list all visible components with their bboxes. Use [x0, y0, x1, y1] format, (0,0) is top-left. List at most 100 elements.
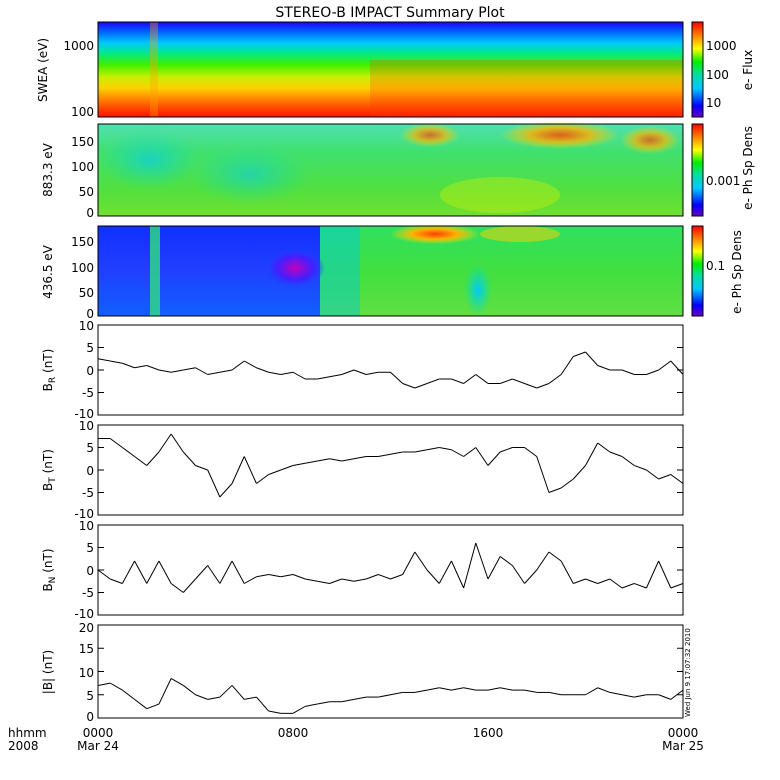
br-line-segment	[146, 365, 160, 371]
bt-ylabel: BT (nT)	[41, 449, 58, 491]
bt-panel: BT (nT) 10 5 0 -5 -10	[41, 419, 684, 521]
bmag-line-segment	[158, 678, 172, 705]
br-line-segment	[475, 374, 489, 384]
br-ytick-5: 5	[86, 341, 94, 355]
bmag-line-segment	[500, 687, 513, 691]
bn-line-segment	[560, 560, 574, 584]
swea-ytick-100: 100	[71, 105, 94, 119]
bt-line-segment	[487, 451, 501, 466]
bn-line-segment	[390, 574, 403, 580]
pad883-panel: 883.3 eV 150 100 50 0 0.001 e- Ph Sp Den…	[41, 121, 755, 220]
bt-line-segment	[158, 433, 172, 453]
pad883-ytick-100: 100	[71, 160, 94, 174]
br-line-segment	[207, 371, 220, 375]
bn-line-segment	[280, 574, 294, 578]
time-date-0: Mar 24	[77, 739, 119, 753]
br-ytick-m10: -10	[74, 407, 94, 421]
bn-line-segment	[645, 560, 660, 589]
swea-cbar-tick-10: 10	[706, 96, 721, 110]
bmag-line-segment	[439, 687, 452, 691]
br-line-segment	[353, 369, 367, 375]
bn-line-segment	[511, 565, 525, 584]
br-line-segment	[597, 365, 611, 371]
bn-line-segment	[231, 560, 245, 584]
bt-line-segment	[426, 447, 440, 451]
bt-line-segment	[572, 465, 586, 480]
br-line-segment	[280, 371, 294, 375]
pad436-ytick-0: 0	[86, 307, 94, 321]
pad883-ylabel: 883.3 eV	[41, 142, 55, 197]
bmag-line-segment	[548, 691, 562, 696]
br-line-segment	[646, 369, 659, 375]
bt-line-segment	[536, 456, 550, 493]
bt-ytick-10: 10	[79, 419, 94, 433]
br-line-segment	[231, 360, 245, 371]
bmag-line-segment	[609, 691, 623, 696]
bt-line-segment	[256, 474, 269, 484]
bn-line-segment	[110, 578, 123, 584]
bt-line-segment	[390, 451, 403, 455]
bn-panel: BN (nT) 10 5 0 -5 -10	[41, 519, 684, 621]
swea-ytick-1000: 1000	[63, 39, 94, 53]
pad436-cbar-tick: 0.1	[706, 259, 725, 273]
br-line-segment	[219, 369, 233, 373]
time-tick-1: 0800	[278, 726, 309, 740]
bmag-line-segment	[621, 694, 635, 698]
bn-ytick-m5: -5	[82, 586, 94, 600]
bt-line-segment	[280, 465, 294, 471]
pad883-cbar-label: e- Ph Sp Dens	[741, 126, 755, 210]
br-line-segment	[256, 367, 269, 373]
bt-line-segment	[353, 456, 367, 460]
bt-line-segment	[341, 458, 355, 462]
bmag-line-segment	[134, 699, 148, 710]
bn-line-segment	[524, 569, 538, 584]
br-line-segment	[621, 369, 635, 375]
br-line-segment	[658, 360, 672, 371]
bmag-line-segment	[244, 696, 257, 700]
bt-line-segment	[524, 447, 538, 457]
bt-line-segment	[634, 465, 647, 471]
bmag-line-segment	[256, 696, 270, 712]
bn-line-segment	[365, 574, 379, 580]
bt-line-segment	[329, 458, 342, 462]
bmag-line-segment	[292, 705, 306, 714]
bt-ytick-m10: -10	[74, 507, 94, 521]
time-tick-3: 0000	[668, 726, 699, 740]
br-ytick-m5: -5	[82, 386, 94, 400]
time-axis-label-year: 2008	[8, 739, 39, 753]
bt-line-segment	[305, 460, 318, 464]
bmag-line-segment	[341, 698, 355, 703]
pad436-panel: 436.5 eV 150 100 50 0 0.1 e- Ph Sp Dens	[41, 224, 744, 321]
bn-line-segment	[438, 560, 452, 584]
bmag-line-segment	[219, 685, 233, 698]
swea-cbar-tick-1000: 1000	[706, 39, 737, 53]
br-line-segment	[536, 383, 550, 389]
br-line-segment	[366, 371, 379, 375]
bmag-line-segment	[390, 691, 403, 696]
bmag-line-segment	[317, 701, 330, 705]
bn-line-segment	[402, 551, 416, 575]
bn-ytick-m10: -10	[74, 607, 94, 621]
pad436-colorbar	[691, 225, 704, 317]
bn-line-segment	[317, 580, 330, 584]
bmag-line-segment	[524, 689, 537, 693]
br-line-segment	[244, 360, 257, 369]
time-axis-label-hhmm: hhmm	[8, 726, 47, 740]
bmag-line-segment	[414, 689, 428, 693]
bt-ytick-0: 0	[86, 464, 94, 478]
br-line-segment	[390, 371, 404, 384]
bmag-line-segment	[207, 696, 220, 700]
bmag-line-segment	[378, 694, 391, 698]
bmag-line-segment	[585, 687, 598, 696]
bn-line-segment	[195, 565, 209, 580]
pad436-ytick-150: 150	[71, 235, 94, 249]
bmag-line-segment	[183, 685, 196, 696]
bn-line-segment	[146, 560, 160, 584]
bt-line-segment	[292, 462, 306, 466]
bmag-ytick-10: 10	[79, 666, 94, 680]
br-line-segment	[317, 376, 330, 380]
bn-line-segment	[305, 578, 318, 582]
swea-cbar-tick-100: 100	[706, 68, 729, 82]
bt-line-segment	[317, 458, 330, 462]
